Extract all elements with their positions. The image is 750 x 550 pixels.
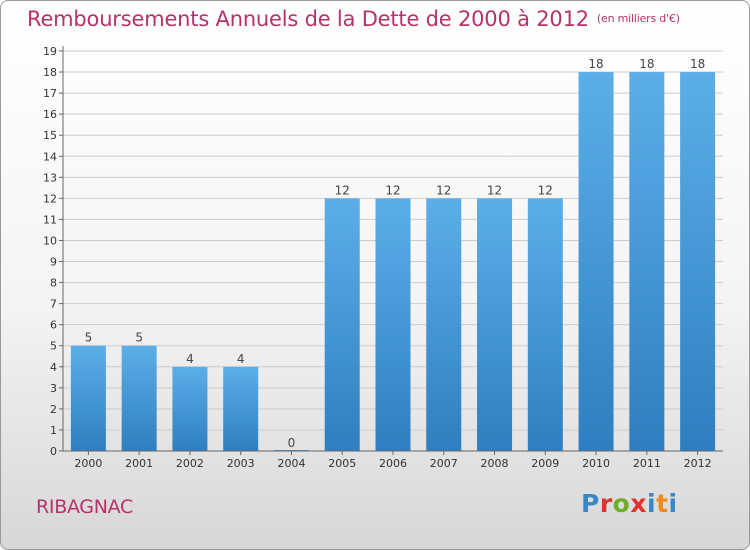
data-label: 5 (85, 331, 93, 345)
data-label: 18 (588, 57, 603, 71)
logo-letter: t (656, 489, 669, 518)
y-tick-label: 8 (50, 277, 57, 290)
logo-letter: r (599, 489, 613, 518)
x-tick-label: 2012 (684, 457, 712, 470)
data-label: 12 (335, 183, 350, 197)
x-tick-label: 2010 (582, 457, 610, 470)
data-label: 12 (487, 183, 502, 197)
data-label: 18 (639, 57, 654, 71)
x-tick-label: 2001 (125, 457, 153, 470)
x-tick-label: 2009 (531, 457, 559, 470)
x-tick-label: 2011 (633, 457, 661, 470)
y-tick-label: 9 (50, 256, 57, 269)
x-tick-label: 2006 (379, 457, 407, 470)
bar-2005 (324, 198, 360, 451)
logo-letter: P (581, 489, 600, 518)
y-tick-label: 2 (50, 403, 57, 416)
bar-2003 (223, 366, 259, 451)
chart-unit-subtitle: (en milliers d'€) (596, 12, 680, 25)
chart-title: Remboursements Annuels de la Dette de 20… (27, 7, 680, 31)
y-tick-label: 18 (43, 66, 57, 79)
y-tick-label: 7 (50, 298, 57, 311)
data-label: 12 (436, 183, 451, 197)
y-tick-label: 14 (43, 150, 57, 163)
data-label: 4 (237, 352, 245, 366)
bar-2012 (680, 72, 716, 451)
x-tick-label: 2005 (328, 457, 356, 470)
y-tick-label: 15 (43, 129, 57, 142)
data-label: 5 (135, 331, 143, 345)
logo-letter: i (647, 489, 657, 518)
y-tick-label: 16 (43, 108, 57, 121)
logo-letter: o (612, 489, 631, 518)
x-tick-label: 2003 (227, 457, 255, 470)
y-tick-label: 17 (43, 87, 57, 100)
chart-title-text: Remboursements Annuels de la Dette de 20… (27, 7, 589, 31)
y-tick-label: 5 (50, 340, 57, 353)
bar-2006 (375, 198, 411, 451)
y-tick-label: 1 (50, 424, 57, 437)
x-tick-label: 2004 (277, 457, 305, 470)
bar-2008 (477, 198, 513, 451)
bar-2001 (121, 345, 157, 451)
y-tick-label: 10 (43, 234, 57, 247)
y-tick-label: 3 (50, 382, 57, 395)
x-tick-label: 2002 (176, 457, 204, 470)
bar-2002 (172, 366, 208, 451)
y-tick-label: 11 (43, 213, 57, 226)
axes (59, 46, 723, 455)
proxiti-logo: Proxiti (581, 489, 678, 518)
logo-letter: x (630, 489, 647, 518)
y-tick-label: 12 (43, 192, 57, 205)
y-tick-label: 6 (50, 319, 57, 332)
commune-name: RIBAGNAC (36, 496, 133, 518)
labels: 0123456789101112131415161718192000520015… (43, 45, 712, 470)
y-tick-label: 4 (50, 361, 57, 374)
x-tick-label: 2008 (481, 457, 509, 470)
y-tick-label: 19 (43, 45, 57, 58)
y-tick-label: 0 (50, 445, 57, 458)
data-label: 0 (288, 436, 296, 450)
data-label: 12 (385, 183, 400, 197)
x-tick-label: 2007 (430, 457, 458, 470)
bar-2010 (578, 72, 614, 451)
logo-letter: i (668, 489, 678, 518)
data-label: 18 (690, 57, 705, 71)
bar-2007 (426, 198, 462, 451)
bar-2000 (70, 345, 106, 451)
bar-2011 (629, 72, 665, 451)
bars (70, 72, 716, 451)
data-label: 4 (186, 352, 194, 366)
data-label: 12 (538, 183, 553, 197)
bar-2009 (527, 198, 563, 451)
x-tick-label: 2000 (74, 457, 102, 470)
y-tick-label: 13 (43, 171, 57, 184)
